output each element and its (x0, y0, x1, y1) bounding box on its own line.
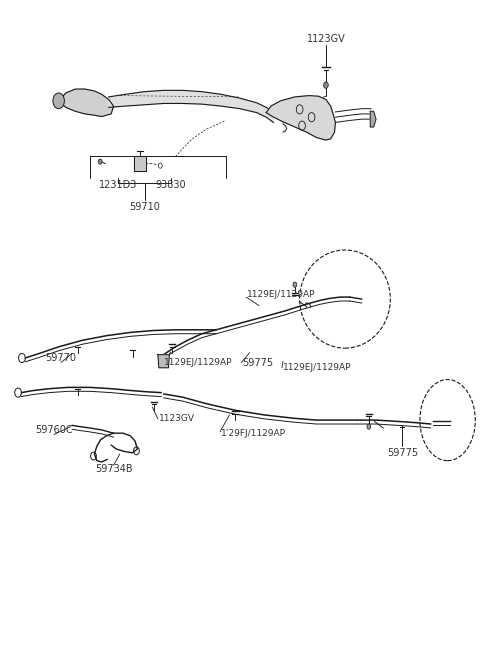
Text: 59710: 59710 (129, 202, 160, 212)
Polygon shape (109, 91, 274, 122)
Text: 59770: 59770 (46, 353, 76, 363)
Polygon shape (370, 111, 376, 127)
Text: 1’29FJ/1129AP: 1’29FJ/1129AP (221, 428, 286, 438)
Text: 93830: 93830 (156, 179, 186, 190)
Text: 1129EJ/1129AP: 1129EJ/1129AP (283, 363, 351, 373)
Circle shape (293, 282, 297, 287)
Polygon shape (134, 156, 145, 171)
Circle shape (367, 424, 371, 429)
Text: 1129EJ/1129AP: 1129EJ/1129AP (247, 290, 316, 299)
Text: 59775: 59775 (387, 448, 418, 458)
Polygon shape (158, 355, 169, 368)
Text: 1129EJ/1129AP: 1129EJ/1129AP (164, 358, 232, 367)
Text: 1123GV: 1123GV (159, 415, 195, 423)
Polygon shape (59, 89, 114, 116)
Text: 59734B: 59734B (95, 464, 132, 474)
Circle shape (324, 82, 328, 89)
Text: 59760C: 59760C (35, 425, 72, 435)
Polygon shape (266, 96, 336, 140)
Text: 1231D3: 1231D3 (99, 179, 137, 190)
Text: 1123GV: 1123GV (307, 34, 345, 44)
Text: 59775: 59775 (242, 357, 274, 367)
Circle shape (98, 159, 102, 164)
Circle shape (53, 93, 64, 108)
